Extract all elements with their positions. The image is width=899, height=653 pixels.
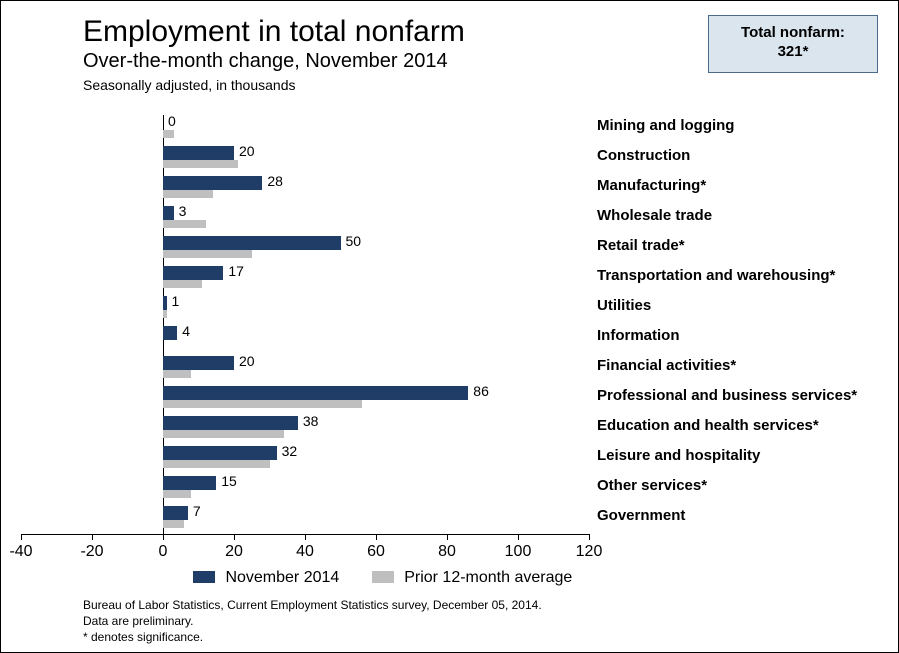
x-tick-label: 120 — [576, 543, 603, 561]
bar-value-label: 28 — [267, 173, 283, 189]
bar-primary — [163, 176, 262, 190]
bar-secondary — [163, 280, 202, 288]
category-label: Mining and logging — [597, 117, 734, 134]
bar-primary — [163, 326, 177, 340]
title-block: Employment in total nonfarm Over-the-mon… — [83, 15, 465, 93]
bar-value-label: 20 — [239, 353, 255, 369]
total-callout: Total nonfarm: 321* — [708, 15, 878, 73]
bar-primary — [163, 146, 234, 160]
bar-secondary — [163, 130, 174, 138]
bar-primary — [163, 476, 216, 490]
x-tick-label: 60 — [367, 543, 385, 561]
bar-secondary — [163, 400, 362, 408]
bar-group: 20 — [21, 355, 589, 385]
bar-primary — [163, 416, 298, 430]
bar-value-label: 17 — [228, 263, 244, 279]
bar-secondary — [163, 250, 252, 258]
category-label: Education and health services* — [597, 417, 819, 434]
x-tick-label: 80 — [438, 543, 456, 561]
bar-secondary — [163, 460, 270, 468]
footnote-preliminary: Data are preliminary. — [83, 613, 542, 629]
bar-secondary — [163, 430, 284, 438]
bar-secondary — [163, 160, 238, 168]
bar-secondary — [163, 490, 191, 498]
bar-value-label: 1 — [172, 293, 180, 309]
x-tick-label: 40 — [296, 543, 314, 561]
legend-item-secondary: Prior 12-month average — [372, 569, 573, 587]
x-tick-label: 20 — [225, 543, 243, 561]
bar-value-label: 3 — [179, 203, 187, 219]
bar-group: 38 — [21, 415, 589, 445]
bar-group: 20 — [21, 145, 589, 175]
bar-group: 4 — [21, 325, 589, 355]
legend-item-primary: November 2014 — [193, 569, 339, 587]
chart-subtitle: Over-the-month change, November 2014 — [83, 50, 465, 73]
bar-group: 15 — [21, 475, 589, 505]
category-label: Financial activities* — [597, 357, 736, 374]
bar-value-label: 32 — [282, 443, 298, 459]
x-tick-label: 100 — [505, 543, 532, 561]
bar-secondary — [163, 520, 184, 528]
category-label: Government — [597, 507, 685, 524]
bar-secondary — [163, 220, 206, 228]
bar-value-label: 4 — [182, 323, 190, 339]
plot-area: -40-200204060801001200202835017142086383… — [21, 115, 589, 547]
category-label: Utilities — [597, 297, 651, 314]
bar-group: 28 — [21, 175, 589, 205]
bar-value-label: 0 — [168, 113, 176, 129]
bar-value-label: 50 — [346, 233, 362, 249]
footnote-significance: * denotes significance. — [83, 629, 542, 645]
x-tick-label: 0 — [159, 543, 168, 561]
legend-swatch-secondary — [372, 571, 394, 583]
bar-group: 7 — [21, 505, 589, 535]
bar-group: 50 — [21, 235, 589, 265]
bar-primary — [163, 206, 174, 220]
bar-primary — [163, 356, 234, 370]
legend-label-primary: November 2014 — [225, 569, 339, 586]
x-tick-label: -20 — [80, 543, 103, 561]
bar-secondary — [163, 310, 167, 318]
legend-label-secondary: Prior 12-month average — [404, 569, 572, 586]
category-label: Retail trade* — [597, 237, 685, 254]
bar-primary — [163, 506, 188, 520]
category-label: Professional and business services* — [597, 387, 857, 404]
bar-primary — [163, 236, 341, 250]
legend-swatch-primary — [193, 571, 215, 583]
chart-note: Seasonally adjusted, in thousands — [83, 77, 465, 93]
bar-primary — [163, 266, 223, 280]
bar-group: 1 — [21, 295, 589, 325]
category-label: Transportation and warehousing* — [597, 267, 835, 284]
bar-group: 32 — [21, 445, 589, 475]
bar-secondary — [163, 370, 191, 378]
x-tick-label: -40 — [9, 543, 32, 561]
bar-value-label: 20 — [239, 143, 255, 159]
footnotes: Bureau of Labor Statistics, Current Empl… — [83, 597, 542, 646]
category-label: Construction — [597, 147, 690, 164]
category-label: Other services* — [597, 477, 707, 494]
chart-title: Employment in total nonfarm — [83, 15, 465, 48]
bar-group: 3 — [21, 205, 589, 235]
bar-value-label: 15 — [221, 473, 237, 489]
category-label: Information — [597, 327, 680, 344]
bar-primary — [163, 386, 468, 400]
chart-frame: Employment in total nonfarm Over-the-mon… — [0, 0, 899, 653]
total-callout-line1: Total nonfarm: — [715, 24, 871, 43]
bar-group: 0 — [21, 115, 589, 145]
legend: November 2014 Prior 12-month average — [193, 569, 600, 587]
category-label: Manufacturing* — [597, 177, 706, 194]
bar-secondary — [163, 190, 213, 198]
bar-value-label: 86 — [473, 383, 489, 399]
bar-group: 17 — [21, 265, 589, 295]
bar-group: 86 — [21, 385, 589, 415]
total-callout-line2: 321* — [715, 43, 871, 62]
category-label: Wholesale trade — [597, 207, 712, 224]
footnote-source: Bureau of Labor Statistics, Current Empl… — [83, 597, 542, 613]
bar-primary — [163, 446, 277, 460]
bar-value-label: 7 — [193, 503, 201, 519]
bar-value-label: 38 — [303, 413, 319, 429]
category-label: Leisure and hospitality — [597, 447, 760, 464]
bar-primary — [163, 296, 167, 310]
x-tick — [589, 534, 590, 540]
